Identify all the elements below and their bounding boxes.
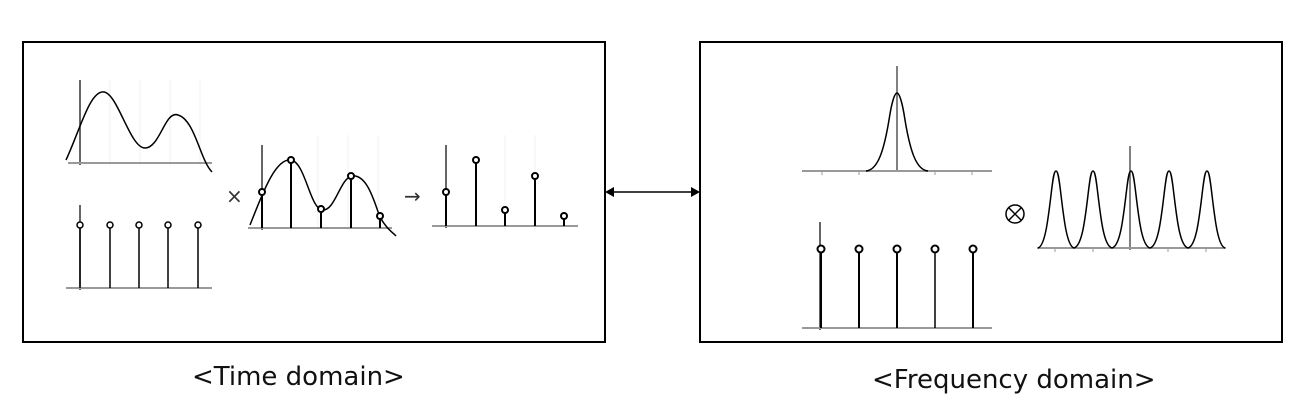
sample-point (531, 172, 539, 180)
signal-curve (65, 91, 213, 173)
multiply-operator: × (226, 184, 243, 208)
sample-point (442, 188, 450, 196)
sample-point (560, 212, 568, 220)
impulse (930, 244, 940, 254)
sample-point (501, 206, 509, 214)
yields-operator: → (404, 184, 421, 208)
spectrum-replica (1073, 170, 1113, 249)
double-arrow-icon (605, 187, 700, 197)
impulse (892, 244, 902, 254)
impulse (76, 221, 84, 229)
sample-point (287, 156, 295, 164)
sampled-output-plot (432, 145, 578, 228)
sample-point (258, 188, 266, 196)
sample-point (376, 212, 384, 220)
spectrum-replica (1111, 170, 1151, 249)
convolve-icon (1005, 204, 1025, 224)
impulse (968, 244, 978, 254)
spectrum-curve (865, 92, 929, 172)
spectrum-replica (1037, 170, 1075, 249)
impulse (164, 221, 172, 229)
sample-point (317, 205, 325, 213)
sample-point (472, 156, 480, 164)
frequency-domain-caption: <Frequency domain> (872, 365, 1156, 395)
continuous-signal-plot (65, 80, 213, 173)
impulse (854, 244, 864, 254)
time-domain-caption: <Time domain> (192, 362, 405, 392)
impulse (135, 221, 143, 229)
impulse-spectrum-plot (802, 222, 992, 330)
time-domain-panel (22, 41, 606, 343)
impulse (106, 221, 114, 229)
replicated-spectrum-plot (1037, 146, 1226, 252)
signal-spectrum-plot (802, 66, 992, 175)
sampled-overlay-plot (248, 145, 397, 237)
impulse (816, 244, 826, 254)
frequency-domain-panel (699, 41, 1283, 343)
spectrum-replica (1149, 170, 1189, 249)
sample-point (347, 172, 355, 180)
spectrum-replica (1187, 170, 1226, 249)
impulse (194, 221, 202, 229)
impulse-train-plot (66, 205, 212, 290)
